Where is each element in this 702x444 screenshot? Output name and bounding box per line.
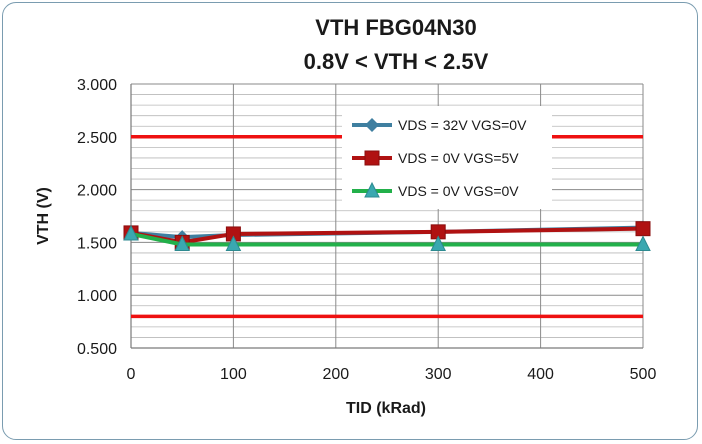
chart-title-line1: VTH FBG04N30: [315, 15, 476, 40]
y-tick-label: 2.500: [77, 130, 117, 147]
data-point: [430, 235, 447, 252]
chart-title-line2: 0.8V < VTH < 2.5V: [304, 49, 489, 74]
x-tick-label: 100: [220, 366, 247, 383]
y-tick-label: 2.000: [77, 183, 117, 200]
x-tick-label: 200: [322, 366, 349, 383]
y-tick-label: 3.000: [77, 77, 117, 94]
x-tick-label: 300: [425, 366, 452, 383]
data-point: [123, 224, 139, 241]
y-tick-label: 1.500: [77, 235, 117, 252]
data-point: [364, 181, 380, 198]
data-point: [365, 118, 379, 132]
legend-label: VDS = 32V VGS=0V: [398, 117, 527, 133]
y-tick-label: 0.500: [77, 341, 117, 358]
y-axis-label: VTH (V): [35, 187, 52, 245]
legend-label: VDS = 0V VGS=5V: [398, 150, 519, 166]
data-point: [635, 221, 651, 237]
x-tick-label: 400: [527, 366, 554, 383]
x-tick-label: 0: [127, 366, 136, 383]
data-point: [635, 235, 651, 252]
y-tick-label: 1.000: [77, 288, 117, 305]
x-tick-label: 500: [630, 366, 657, 383]
x-axis-label: TID (kRad): [346, 400, 426, 417]
series-layer: [123, 220, 651, 252]
series-3: [123, 224, 651, 252]
data-point: [225, 235, 242, 252]
data-point: [174, 235, 191, 252]
data-point: [364, 150, 380, 166]
legend-label: VDS = 0V VGS=0V: [398, 183, 519, 199]
legend: VDS = 32V VGS=0V VDS = 0V VGS=5V VDS = 0V …: [342, 106, 552, 209]
tick-labels: 3.000 2.500 2.000 1.500 1.000 0.500 0 100 200 300…: [77, 77, 656, 383]
